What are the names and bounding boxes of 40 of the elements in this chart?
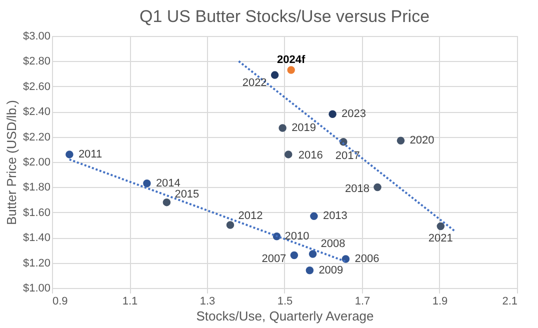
x-tick-label: 1.9 — [432, 296, 448, 308]
y-tick-label: $2.40 — [22, 106, 50, 118]
y-tick-label: $2.00 — [22, 156, 50, 168]
y-tick-label: $1.60 — [22, 206, 50, 219]
x-tick-label: 1.7 — [354, 296, 370, 308]
annotation: 2006 — [354, 253, 380, 266]
annotation: 2017 — [335, 150, 360, 162]
annotation: 2016 — [298, 149, 323, 162]
y-tick-label: $1.20 — [22, 257, 50, 270]
y-tick-label: $1.80 — [22, 182, 50, 194]
annotation: 2022 — [242, 77, 267, 90]
annotation: 2013 — [322, 210, 348, 222]
y-tick-label: $3.00 — [22, 30, 50, 42]
x-tick-label: 1.3 — [200, 296, 216, 308]
x-tick-label: 1.5 — [277, 296, 293, 308]
annotation: 2009 — [318, 264, 344, 276]
annotation: 2012 — [238, 210, 263, 222]
y-tick-label: $1.40 — [22, 232, 50, 244]
chart-title: Q1 US Butter Stocks/Use versus Price — [139, 7, 430, 26]
annotation: 2010 — [284, 230, 310, 242]
x-tick-label: 0.9 — [52, 296, 68, 308]
annotation: 2011 — [78, 148, 102, 160]
y-tick-label: $1.00 — [22, 282, 50, 294]
x-tick-label: 1.1 — [122, 296, 138, 308]
annotation: 2008 — [320, 238, 346, 250]
y-tick-label: $2.60 — [22, 80, 50, 93]
annotation: 2018 — [345, 183, 370, 196]
annotation: 2015 — [174, 188, 200, 200]
annotation: 2019 — [292, 122, 316, 134]
annotation: 2024f — [277, 54, 306, 66]
annotation: 2023 — [342, 108, 366, 120]
annotation: 2020 — [410, 134, 434, 147]
y-axis-title: Butter Price (USD/lb.) — [4, 100, 19, 225]
x-tick-label: 2.1 — [502, 296, 518, 308]
x-axis-title: Stocks/Use, Quarterly Average — [196, 308, 374, 324]
y-tick-label: $2.80 — [22, 56, 50, 68]
annotation: 2007 — [262, 253, 286, 266]
annotation: 2014 — [156, 177, 180, 190]
y-tick-label: $2.20 — [22, 131, 50, 144]
annotation: 2021 — [428, 232, 453, 244]
